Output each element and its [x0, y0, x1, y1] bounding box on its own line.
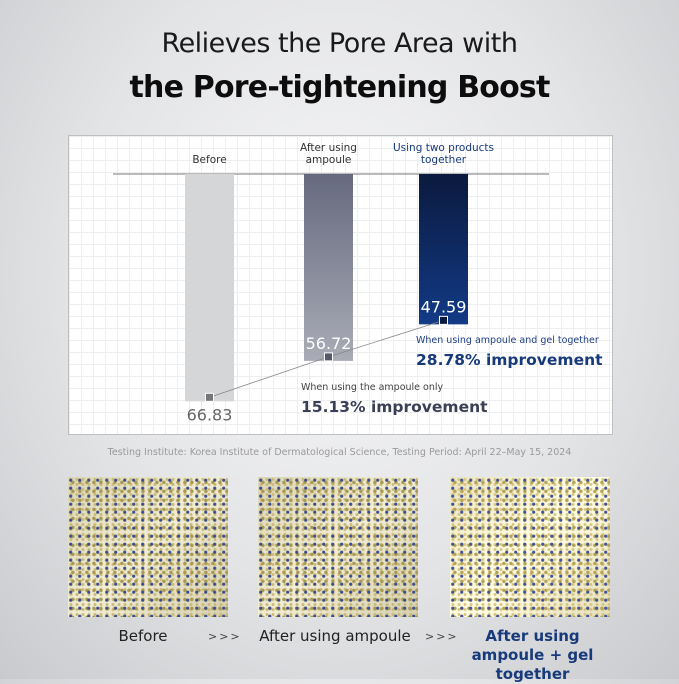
bar-1 — [304, 174, 353, 361]
value-label-0: 66.83 — [187, 405, 233, 424]
marker-2 — [439, 315, 448, 325]
title-line-1: Relieves the Pore Area with — [161, 28, 518, 59]
marker-0 — [205, 392, 214, 402]
bar-0 — [185, 174, 234, 402]
marker-1 — [324, 352, 333, 362]
caption-line-1: After using — [485, 627, 580, 645]
value-label-1: 56.72 — [306, 334, 352, 353]
photo-before — [68, 477, 228, 617]
category-label-2: together — [421, 154, 467, 166]
arrow-2: >>> — [425, 630, 459, 643]
chart: Before 66.83 After using ampoule 56.72 Using … — [68, 135, 613, 435]
caption-after-ampoule: After using ampoule — [259, 627, 411, 645]
category-label-1: ampoule — [306, 154, 352, 166]
annotation-value-1: 28.78% improvement — [416, 351, 603, 369]
testing-note: Testing Institute: Korea Institute of De… — [107, 447, 572, 458]
annotation-caption-1: When using ampoule and gel together — [416, 335, 599, 346]
arrow-1: >>> — [208, 630, 242, 643]
photo-after-ampoule-gel — [450, 477, 610, 617]
category-label-2: Using two products — [393, 142, 494, 154]
annotation-caption-0: When using the ampoule only — [301, 382, 444, 393]
photo-after-ampoule — [258, 477, 418, 617]
bar-2 — [419, 174, 468, 325]
category-label-0: Before — [192, 154, 226, 166]
title-line-2: the Pore-tightening Boost — [129, 70, 550, 105]
caption-after-ampoule-gel: After using ampoule + gel together — [440, 627, 625, 684]
caption-before: Before — [118, 627, 168, 645]
value-label-2: 47.59 — [421, 297, 467, 316]
annotation-value-0: 15.13% improvement — [301, 398, 488, 416]
category-label-1: After using — [300, 142, 357, 154]
caption-line-2: ampoule + gel together — [471, 646, 594, 683]
